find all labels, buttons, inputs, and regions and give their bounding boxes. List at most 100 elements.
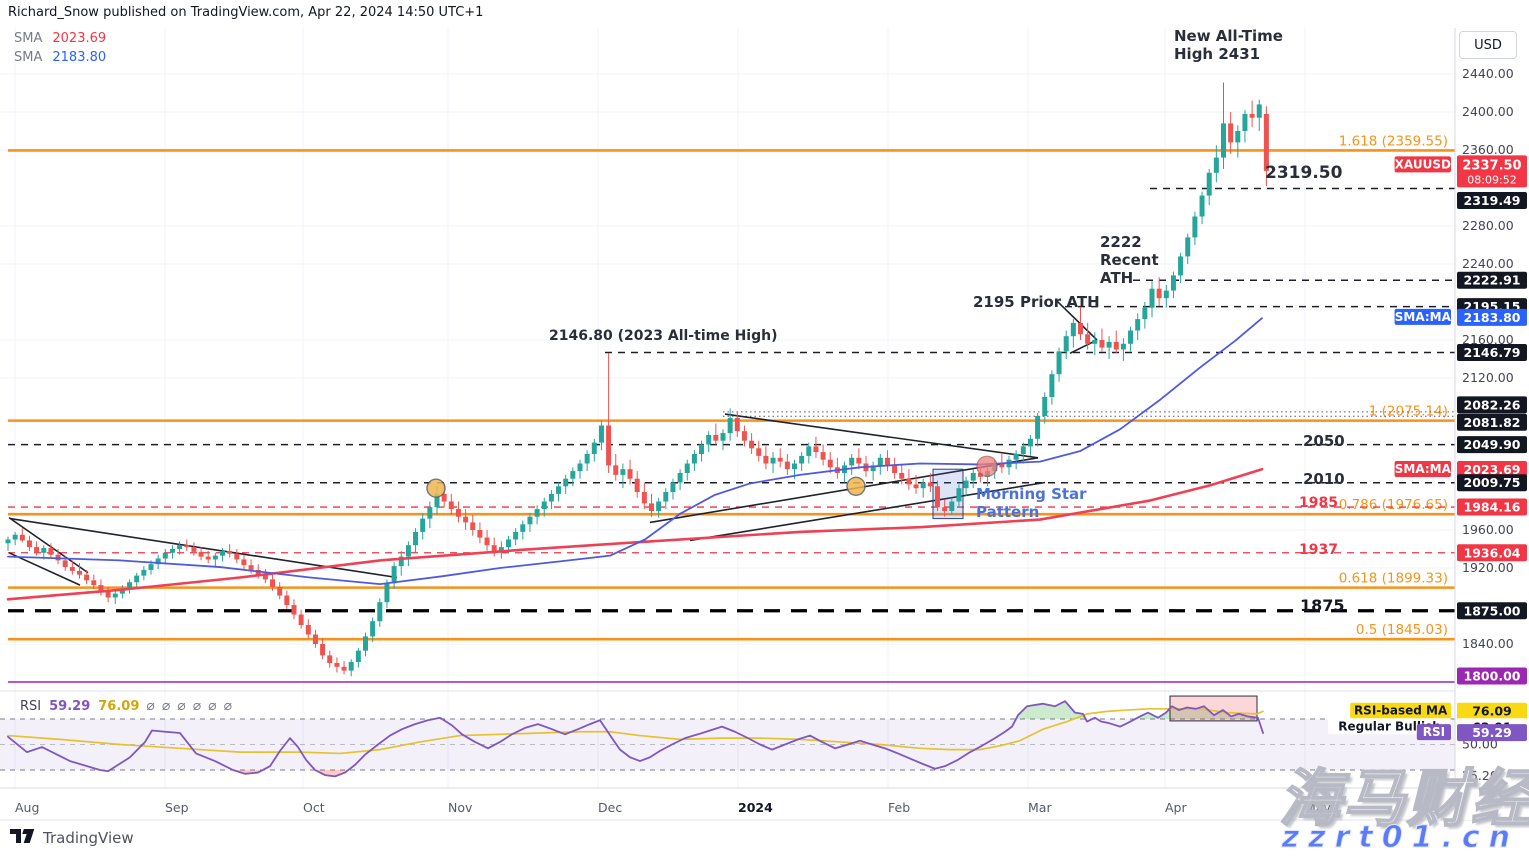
hidden-source-icons[interactable]: ⌀ ⌀ ⌀ ⌀ ⌀ ⌀ [139, 698, 232, 714]
hidden-series-icon[interactable]: ⌀ [208, 698, 217, 714]
currency-toggle-button[interactable]: USD [1459, 31, 1517, 59]
time-axis-label[interactable]: Apr [1165, 800, 1187, 815]
price-axis-badge[interactable] [1457, 344, 1527, 362]
candle [577, 459, 583, 479]
price-tick-label[interactable]: 2280.00 [1462, 218, 1514, 233]
trendline [1056, 300, 1098, 341]
axis-label-chip[interactable] [1394, 460, 1451, 477]
candle [634, 471, 640, 498]
price-axis-badge[interactable] [1457, 271, 1527, 289]
price-tick-label[interactable]: 2120.00 [1462, 370, 1514, 385]
time-axis-label[interactable]: Dec [598, 800, 622, 815]
price-axis-badge[interactable] [1457, 498, 1527, 516]
badge-price-text: 2049.90 [1464, 437, 1521, 452]
axis-label-chip-text: RSI [1423, 725, 1445, 739]
candle [284, 590, 290, 609]
axis-label-chip[interactable] [1394, 308, 1451, 325]
fib-level-label: 0.618 (1899.33) [1339, 571, 1448, 587]
candle [463, 509, 469, 530]
candle [641, 482, 647, 510]
price-tick-label[interactable]: 1840.00 [1462, 636, 1514, 651]
candle [1221, 82, 1226, 169]
hidden-series-icon[interactable]: ⌀ [161, 698, 171, 714]
candle [520, 520, 526, 540]
candle [870, 461, 876, 481]
axis-label-chip[interactable] [1394, 156, 1451, 173]
time-axis-label[interactable]: Mar [1028, 800, 1052, 815]
price-axis-badge[interactable] [1457, 396, 1527, 414]
price-tick-label[interactable]: 2240.00 [1462, 256, 1514, 271]
hidden-series-icon[interactable]: ⌀ [192, 698, 202, 714]
rsi-value: 59.29 [49, 699, 91, 714]
candle [1049, 370, 1055, 405]
candle [627, 459, 633, 485]
candle [606, 353, 612, 473]
sma-slow-line [6, 467, 1264, 601]
rsi-tick-label: 25.20 [1462, 768, 1498, 783]
price-axis-badge[interactable] [1457, 191, 1527, 209]
hidden-series-icon[interactable]: ⌀ [223, 698, 232, 714]
legend-sma-fast[interactable]: SMA 2183.80 [14, 50, 106, 65]
candle [856, 448, 862, 470]
hidden-series-icon[interactable]: ⌀ [146, 698, 155, 714]
legend-sma-slow-label: SMA [14, 31, 43, 46]
price-tick-label[interactable]: 2400.00 [1462, 104, 1514, 119]
candle [1120, 338, 1126, 361]
candle [370, 617, 376, 643]
candle [1085, 322, 1091, 350]
price-axis-badge[interactable] [1457, 155, 1527, 188]
candle [84, 569, 90, 585]
badge-price-text: 1936.04 [1464, 545, 1521, 560]
candle [720, 429, 726, 451]
axis-label-chip[interactable] [1350, 702, 1451, 719]
candle [305, 619, 311, 639]
time-axis-label[interactable]: Feb [888, 800, 910, 815]
price-axis-badge[interactable] [1457, 436, 1527, 454]
price-tick-label[interactable]: 2440.00 [1462, 66, 1514, 81]
candle [312, 629, 318, 648]
price-axis-badge[interactable] [1457, 474, 1527, 492]
time-axis-label[interactable]: Oct [303, 800, 325, 815]
badge-price-text: 2319.49 [1464, 193, 1521, 208]
rsi-ma-value: 76.09 [98, 699, 140, 714]
price-axis-badge[interactable] [1457, 544, 1527, 562]
candle [1206, 169, 1212, 206]
candle [935, 480, 940, 511]
candle [427, 501, 433, 529]
price-axis-badge[interactable] [1457, 602, 1527, 620]
time-axis-label[interactable]: 2024 [738, 800, 773, 815]
candle [527, 512, 533, 532]
price-tick-label[interactable]: 2360.00 [1462, 142, 1514, 157]
badge-price-text: 76.09 [1472, 704, 1512, 719]
time-axis-label[interactable]: Nov [448, 800, 473, 815]
price-axis-badge[interactable] [1457, 724, 1527, 742]
candle [706, 431, 712, 453]
time-axis-label[interactable]: Sep [165, 800, 189, 815]
price-axis-badge[interactable] [1457, 308, 1527, 326]
price-axis-badge[interactable] [1457, 460, 1527, 478]
price-axis-badge[interactable] [1457, 702, 1527, 720]
candle [727, 408, 733, 441]
candle [212, 552, 218, 567]
badge-price-text: 59.29 [1472, 725, 1512, 740]
time-axis-label[interactable]: May [1305, 800, 1331, 815]
trendline [9, 517, 398, 579]
candle [827, 452, 833, 473]
axis-label-chip[interactable] [1416, 724, 1451, 741]
hidden-series-icon[interactable]: ⌀ [177, 698, 186, 714]
price-tick-label[interactable]: 1920.00 [1462, 560, 1514, 575]
candle [927, 473, 933, 492]
price-axis-badge[interactable] [1457, 413, 1527, 431]
candle [1235, 125, 1241, 158]
price-tick-label[interactable]: 2160.00 [1462, 332, 1514, 347]
candle [484, 530, 490, 551]
time-axis-label[interactable]: Aug [15, 800, 39, 815]
legend-sma-slow[interactable]: SMA 2023.69 [14, 31, 106, 46]
candle [119, 585, 125, 599]
price-axis-badge[interactable] [1457, 667, 1527, 685]
rsi-legend[interactable]: RSI 59.29 76.09 ⌀ ⌀ ⌀ ⌀ ⌀ ⌀ [20, 698, 232, 714]
price-tick-label[interactable]: 1960.00 [1462, 522, 1514, 537]
candle [677, 469, 683, 491]
tradingview-logo[interactable]: TradingView [10, 829, 134, 847]
